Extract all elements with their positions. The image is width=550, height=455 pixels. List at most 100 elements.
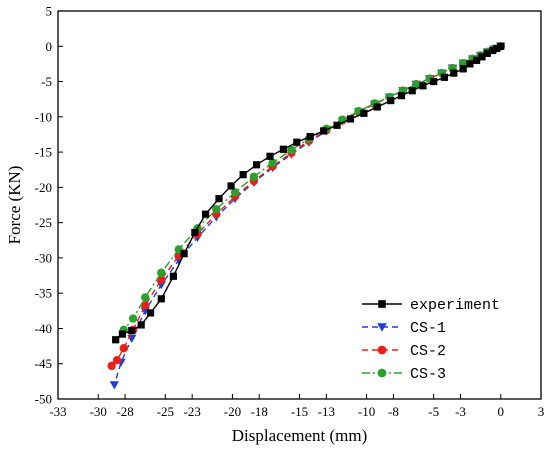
data-point-experiment <box>489 46 497 55</box>
legend-label: experiment <box>410 297 500 314</box>
legend-label: CS-2 <box>410 343 446 360</box>
data-point-experiment <box>497 42 505 50</box>
data-point-experiment <box>408 87 416 95</box>
data-point-experiment <box>266 152 274 160</box>
x-tick-label: -8 <box>388 404 399 419</box>
data-point-cs-3 <box>141 293 150 302</box>
data-point-experiment <box>201 210 210 218</box>
y-tick-label: -5 <box>41 74 52 89</box>
data-point-cs-2 <box>157 275 166 284</box>
data-point-cs-2 <box>107 361 116 371</box>
x-tick-label: -15 <box>291 404 308 419</box>
data-point-cs-2 <box>119 344 128 353</box>
y-tick-label: 5 <box>46 4 53 19</box>
data-point-experiment <box>306 132 314 141</box>
data-point-experiment <box>128 326 136 335</box>
legend-label: CS-1 <box>410 320 446 337</box>
data-point-experiment <box>387 96 395 105</box>
data-point-cs-1 <box>109 381 119 390</box>
x-tick-label: -23 <box>183 404 200 419</box>
data-point-experiment <box>252 161 261 169</box>
y-axis-title: Force (KN) <box>5 166 24 245</box>
legend-swatch-marker <box>377 323 387 332</box>
data-point-experiment <box>118 330 126 338</box>
data-point-experiment <box>450 69 458 77</box>
series-cs-3 <box>119 42 505 335</box>
y-tick-label: -40 <box>35 321 52 336</box>
data-point-cs-3 <box>268 158 277 167</box>
data-point-experiment <box>478 53 486 61</box>
series-line-cs-3 <box>123 45 502 331</box>
data-point-experiment <box>333 121 341 129</box>
series-cs-1 <box>109 42 506 390</box>
y-tick-label: -10 <box>35 109 52 124</box>
legend-swatch-marker <box>377 368 387 378</box>
legend-item-cs-1: CS-1 <box>362 320 446 337</box>
data-point-cs-2 <box>112 356 122 365</box>
y-tick-label: -20 <box>35 180 52 195</box>
data-point-experiment <box>293 138 301 146</box>
y-axis-ticks: 5 0 -5 -10 -15 -20 -25 -30 -35 -40 -45 -50 <box>35 4 63 407</box>
legend-item-cs-3: CS-3 <box>362 366 446 383</box>
data-point-experiment <box>169 272 177 280</box>
data-point-experiment <box>430 77 438 86</box>
data-point-experiment <box>440 73 448 81</box>
data-point-experiment <box>373 103 381 111</box>
data-point-experiment <box>215 195 223 203</box>
y-tick-label: -15 <box>35 145 52 160</box>
legend-item-experiment: experiment <box>362 297 500 314</box>
legend-swatch-marker <box>378 300 386 308</box>
data-point-cs-2 <box>141 300 150 310</box>
data-point-experiment <box>146 309 155 317</box>
x-tick-label: -30 <box>90 404 107 419</box>
legend-swatch-marker <box>377 345 387 355</box>
series-experiment <box>112 42 505 344</box>
x-axis-title: Displacement (mm) <box>232 426 368 445</box>
data-point-experiment <box>112 336 120 344</box>
x-tick-label: -18 <box>251 404 268 419</box>
data-point-experiment <box>459 65 467 73</box>
data-point-cs-3 <box>128 314 138 323</box>
series-layer <box>107 42 506 390</box>
y-tick-label: -25 <box>35 215 52 230</box>
x-tick-label: 3 <box>538 404 545 419</box>
y-tick-label: -30 <box>35 250 52 265</box>
y-tick-label: -45 <box>35 356 52 371</box>
x-tick-label: -10 <box>358 404 375 419</box>
x-tick-label: 0 <box>498 404 505 419</box>
data-point-experiment <box>473 56 481 64</box>
data-point-experiment <box>493 44 501 52</box>
data-point-experiment <box>483 49 491 57</box>
data-point-experiment <box>397 92 406 100</box>
legend-label: CS-3 <box>410 366 446 383</box>
data-point-experiment <box>180 250 188 258</box>
data-point-experiment <box>320 127 328 135</box>
data-point-experiment <box>346 115 355 123</box>
x-axis-ticks: -33 -30 -28 -25 -23 -20 -18 -15 -13 -10 -8 -5 -3 0 3 <box>49 394 544 419</box>
data-point-cs-3 <box>230 188 240 197</box>
series-line-experiment <box>115 45 502 341</box>
data-point-cs-3 <box>412 80 421 89</box>
y-tick-label: 0 <box>46 39 53 54</box>
data-point-experiment <box>419 82 427 90</box>
data-point-cs-3 <box>287 145 296 155</box>
data-point-experiment <box>227 182 235 190</box>
data-point-cs-3 <box>157 268 166 277</box>
data-point-experiment <box>360 109 368 117</box>
data-point-experiment <box>239 171 247 179</box>
data-point-cs-3 <box>212 205 221 214</box>
data-point-cs-3 <box>249 172 259 181</box>
data-point-experiment <box>157 295 165 303</box>
series-line-cs-2 <box>111 45 502 367</box>
x-tick-label: -33 <box>49 404 66 419</box>
x-tick-label: -3 <box>455 404 466 419</box>
legend: experiment CS-1 CS-2 CS-3 <box>362 297 500 383</box>
x-tick-label: -25 <box>157 404 174 419</box>
x-tick-label: -20 <box>224 404 241 419</box>
y-tick-label: -35 <box>35 286 52 301</box>
data-point-experiment <box>191 228 199 237</box>
data-point-experiment <box>466 60 474 68</box>
legend-item-cs-2: CS-2 <box>362 343 446 360</box>
data-point-experiment <box>279 145 287 153</box>
